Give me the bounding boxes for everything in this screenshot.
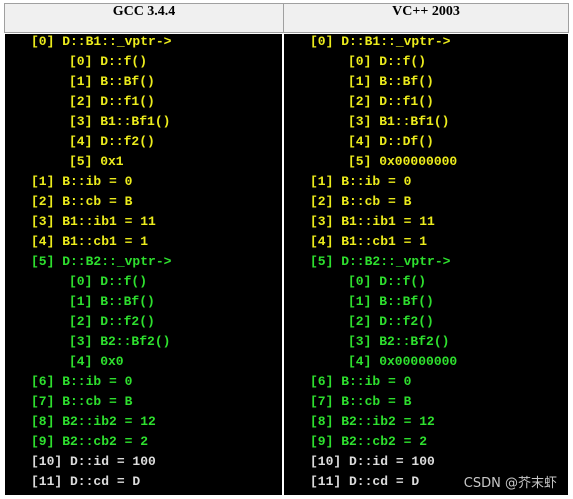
layout-entry: [2] D::f1()	[348, 94, 434, 109]
layout-entry: [1] B::Bf()	[348, 74, 434, 89]
layout-entry: [1] B::ib = 0	[310, 174, 412, 189]
layout-entry: [4] 0x00000000	[348, 354, 458, 369]
layout-entry: [3] B1::Bf1()	[69, 114, 171, 129]
layout-entry: [10] D::id = 100	[31, 454, 156, 469]
layout-entry: [6] B::ib = 0	[31, 374, 133, 389]
layout-entry: [5] 0x1	[69, 154, 124, 169]
layout-entry: [3] B2::Bf2()	[348, 334, 450, 349]
layout-entry: [3] B1::ib1 = 11	[310, 214, 435, 229]
layout-entry: [2] D::f2()	[348, 314, 434, 329]
layout-entry: [3] B2::Bf2()	[69, 334, 171, 349]
layout-entry: [3] B1::ib1 = 11	[31, 214, 156, 229]
layout-entry: [0] D::B1::_vptr->	[310, 34, 451, 49]
layout-entry: [9] B2::cb2 = 2	[31, 434, 149, 449]
layout-entry: [7] B::cb = B	[310, 394, 412, 409]
layout-entry: [8] B2::ib2 = 12	[31, 414, 156, 429]
layout-entry: [5] D::B2::_vptr->	[310, 254, 451, 269]
layout-entry: [4] B1::cb1 = 1	[310, 234, 428, 249]
layout-entry: [2] D::f2()	[69, 314, 155, 329]
layout-entry: [8] B2::ib2 = 12	[310, 414, 435, 429]
column-body: [0] D::B1::_vptr-> [0] D::f() [1] B::Bf()[…	[284, 34, 568, 495]
layout-entry: [11] D::cd = D	[310, 474, 420, 489]
layout-entry: [4] D::f2()	[69, 134, 155, 149]
layout-entry: [4] B1::cb1 = 1	[31, 234, 149, 249]
watermark: CSDN @芥末虾	[463, 476, 557, 491]
layout-entry: [2] B::cb = B	[31, 194, 133, 209]
layout-entry: [11] D::cd = D	[31, 474, 141, 489]
layout-entry: [9] B2::cb2 = 2	[310, 434, 428, 449]
layout-entry: [1] B::Bf()	[69, 74, 155, 89]
layout-entry: [6] B::ib = 0	[310, 374, 412, 389]
layout-entry: [4] 0x0	[69, 354, 124, 369]
layout-entry: [0] D::B1::_vptr->	[31, 34, 172, 49]
layout-entry: [2] B::cb = B	[310, 194, 412, 209]
layout-entry: [0] D::f()	[69, 274, 148, 289]
layout-entry: [0] D::f()	[348, 54, 427, 69]
layout-entry: [0] D::f()	[348, 274, 427, 289]
column-header: VC++ 2003	[283, 3, 569, 33]
layout-entry: [1] B::Bf()	[69, 294, 155, 309]
column-header: GCC 3.4.4	[4, 3, 284, 33]
layout-entry: [1] B::ib = 0	[31, 174, 133, 189]
layout-entry: [5] D::B2::_vptr->	[31, 254, 172, 269]
layout-entry: [5] 0x00000000	[348, 154, 458, 169]
layout-entry: [3] B1::Bf1()	[348, 114, 450, 129]
layout-entry: [0] D::f()	[69, 54, 148, 69]
layout-entry: [10] D::id = 100	[310, 454, 435, 469]
layout-entry: [1] B::Bf()	[348, 294, 434, 309]
layout-entry: [2] D::f1()	[69, 94, 155, 109]
layout-entry: [7] B::cb = B	[31, 394, 133, 409]
layout-entry: [4] D::Df()	[348, 134, 434, 149]
column-body: [0] D::B1::_vptr-> [0] D::f() [1] B::Bf()[…	[5, 34, 282, 495]
